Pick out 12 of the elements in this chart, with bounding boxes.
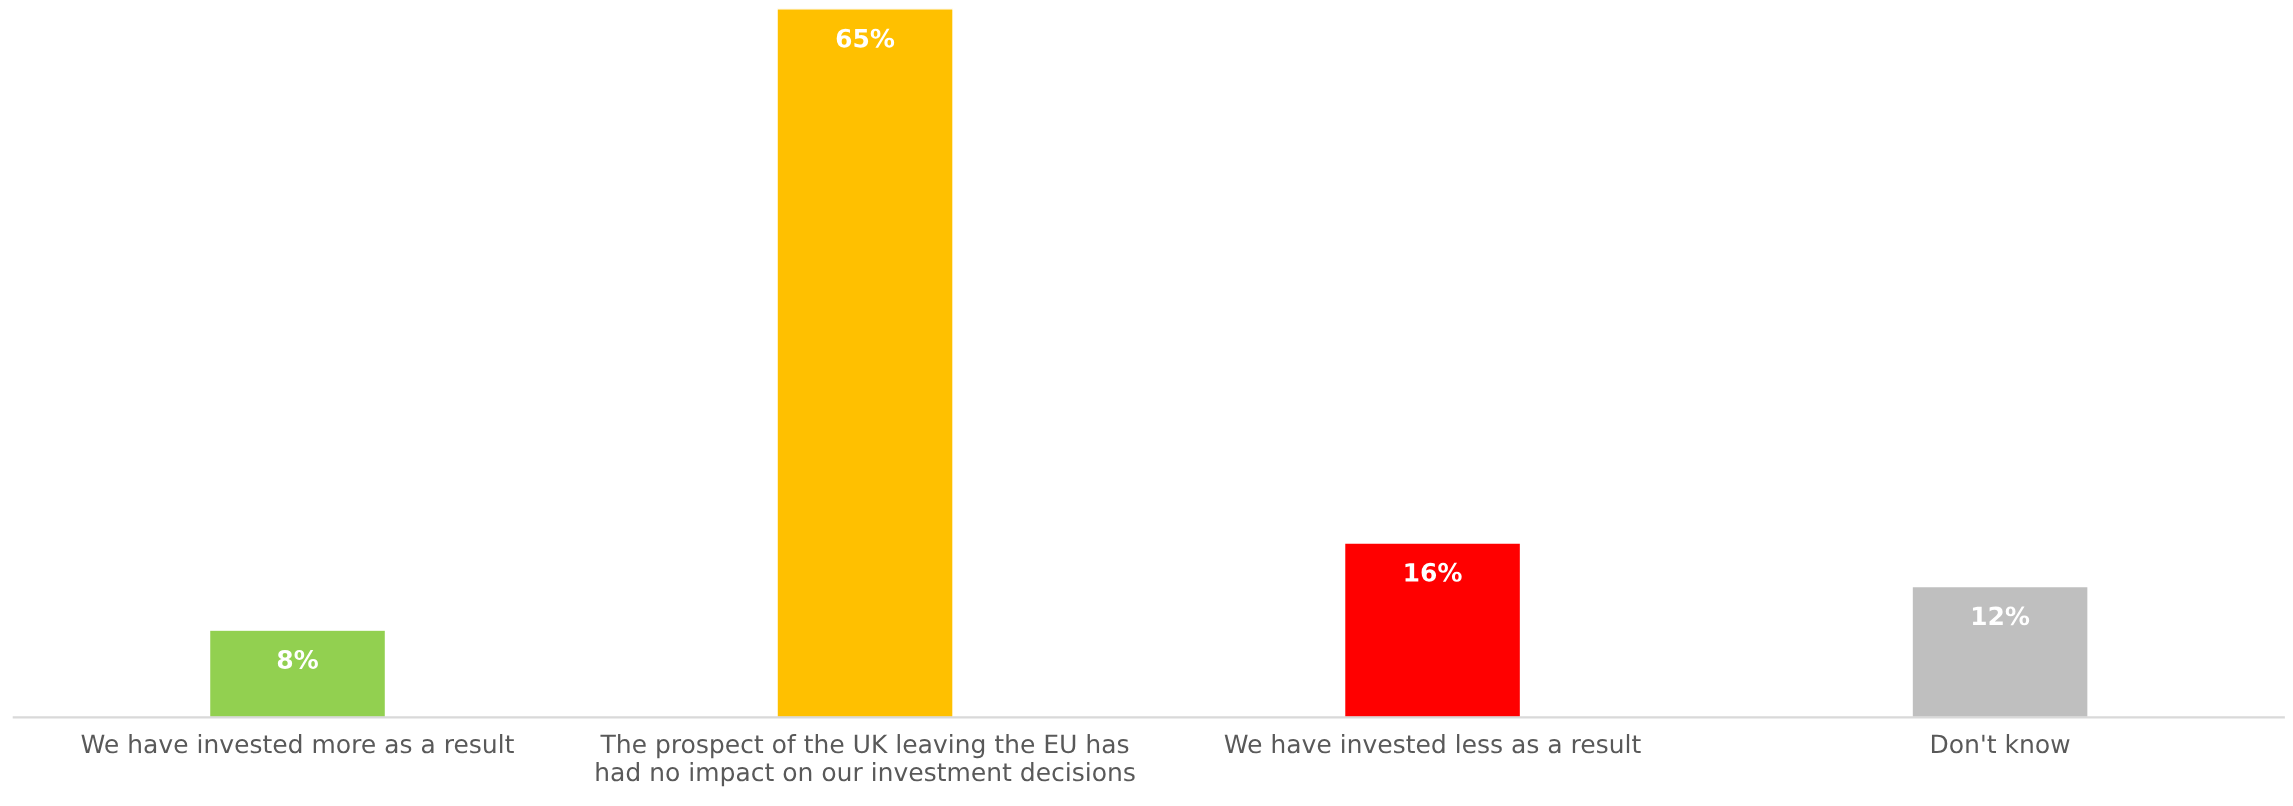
x-tick-label: Don't know — [1931, 734, 2070, 754]
bar — [776, 8, 954, 718]
data-label: 16% — [1405, 562, 1462, 582]
bar — [208, 629, 387, 718]
data-label: 8% — [277, 650, 318, 669]
data-label: 12% — [1972, 606, 2030, 626]
bar — [1911, 585, 2089, 718]
data-label: 65% — [836, 28, 895, 48]
bar — [1343, 542, 1522, 718]
x-tick-label: The prospect of the UK leaving the EU has had no impact on our investment decisions — [596, 734, 1135, 787]
x-tick-label: We have invested more as a result — [81, 734, 514, 754]
x-tick-label: We have invested less as a result — [1224, 734, 1641, 754]
